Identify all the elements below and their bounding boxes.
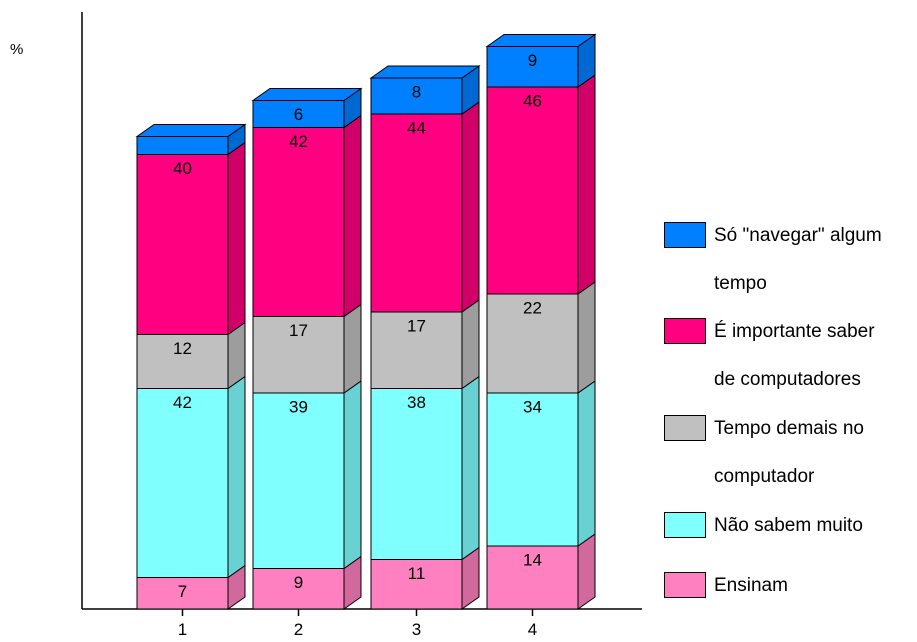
bar-4-series-4-segment [486, 86, 579, 295]
x-tick-label-2: 2 [294, 620, 303, 639]
data-label-bar-2-series-3: 17 [289, 321, 308, 340]
bar-2-series-4-side [343, 114, 362, 318]
bar-4-series-3-side [577, 281, 596, 394]
legend-label-importante-line2: de computadores [714, 369, 861, 390]
data-label-bar-2-series-1: 9 [294, 573, 303, 592]
data-label-bar-3-series-5: 8 [412, 82, 421, 101]
data-label-bar-1-series-1: 7 [178, 582, 187, 601]
bar-2-series-5-segment [252, 100, 345, 128]
data-label-bar-3-series-1: 11 [408, 564, 426, 583]
x-tick-label-3: 3 [412, 620, 421, 639]
bar-4-series-3-segment [486, 293, 579, 394]
legend-label-tempo-demais-line2: computador [714, 466, 815, 487]
data-label-bar-2-series-2: 39 [289, 397, 308, 416]
x-tick-label-1: 1 [178, 620, 187, 639]
legend-label-ensinam: Ensinam [714, 575, 788, 596]
bar-2-series-3-segment [252, 316, 345, 394]
bar-2-series-2-side [343, 380, 362, 570]
data-label-bar-3-series-2: 38 [407, 393, 426, 412]
bar-1-top [135, 124, 247, 137]
bar-3-top [369, 65, 481, 79]
legend-swatch-ensinam [664, 572, 706, 598]
data-label-bar-3-series-4: 44 [407, 118, 426, 137]
data-label-bar-4-series-2: 34 [523, 397, 542, 416]
bar-1-series-2-segment [136, 388, 229, 578]
x-tick-label-4: 4 [528, 620, 537, 639]
bar-3-series-4-side [461, 101, 480, 313]
data-label-bar-4-series-1: 14 [523, 550, 542, 569]
legend-label-navegar-line1: Só "navegar" algum [714, 225, 882, 246]
bar-3-series-3-side [461, 299, 480, 390]
legend-label-importante-line1: É importante saber [714, 321, 875, 342]
bar-4-series-1-side [577, 533, 596, 610]
bar-3-series-1-segment [370, 559, 463, 610]
bar-2-series-4-segment [252, 127, 345, 317]
bar-4-series-2-segment [486, 392, 579, 547]
data-label-bar-4-series-5: 9 [528, 51, 537, 70]
legend-label-nao-sabem: Não sabem muito [714, 515, 863, 536]
bar-4-series-2-side [577, 380, 596, 547]
bar-2-series-1-segment [252, 568, 345, 610]
data-label-bar-2-series-4: 42 [289, 132, 308, 151]
bar-3-series-5-segment [370, 77, 463, 115]
legend-label-tempo-demais-line1: Tempo demais no [714, 418, 864, 439]
data-label-bar-4-series-3: 22 [523, 298, 542, 317]
data-label-bar-3-series-3: 17 [407, 316, 426, 335]
data-label-bar-1-series-4: 40 [173, 159, 192, 178]
legend-label-navegar-line2: tempo [714, 273, 767, 294]
data-label-bar-1-series-3: 12 [173, 339, 192, 358]
bar-2-top [251, 88, 363, 101]
bar-3-series-4-segment [370, 113, 463, 313]
bar-4-series-5-segment [486, 46, 579, 88]
y-axis-unit-label: % [10, 41, 24, 58]
bar-4-top [485, 34, 597, 47]
legend-swatch-tempo-demais [664, 415, 706, 441]
bar-1-series-2-side [227, 375, 246, 579]
bar-4-series-4-side [577, 74, 596, 295]
bar-3-series-2-segment [370, 388, 463, 560]
legend-swatch-navegar [664, 222, 706, 248]
legend-swatch-importante [664, 318, 706, 344]
data-label-bar-4-series-4: 46 [523, 91, 542, 110]
bar-3-series-2-side [461, 375, 480, 561]
bar-1-series-5-segment [136, 136, 229, 155]
bar-2-series-3-side [343, 303, 362, 394]
bar-1-series-4-side [227, 141, 246, 336]
legend-swatch-nao-sabem [664, 512, 706, 538]
data-label-bar-2-series-5: 6 [294, 105, 303, 124]
bar-2-series-2-segment [252, 392, 345, 569]
bar-1-series-3-segment [136, 334, 229, 389]
data-label-bar-1-series-2: 42 [173, 393, 192, 412]
bar-3-series-3-segment [370, 311, 463, 389]
bar-1-series-4-segment [136, 154, 229, 335]
